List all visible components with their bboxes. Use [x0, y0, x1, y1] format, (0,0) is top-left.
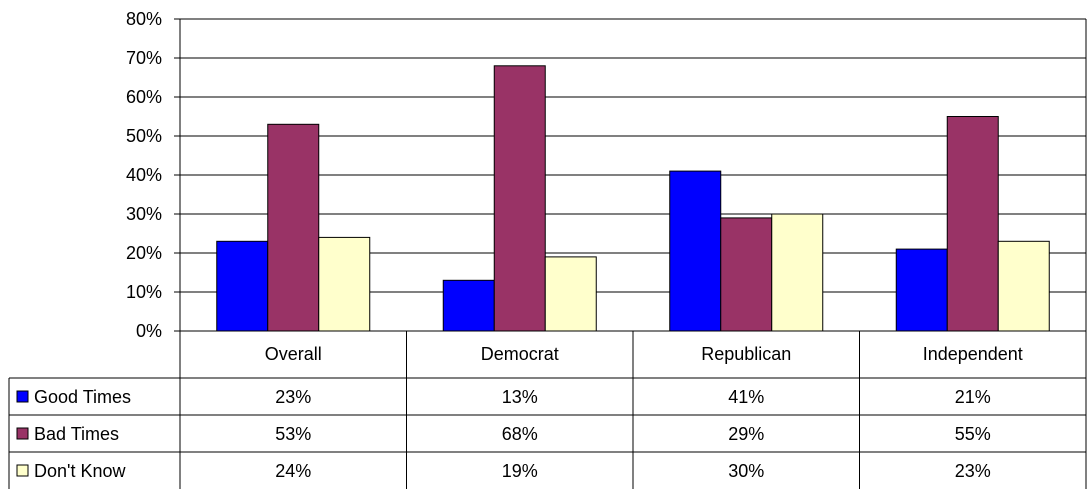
bar-good-times-independent	[895, 248, 948, 332]
data-label: 68%	[502, 424, 538, 444]
y-tick-label: 0%	[136, 321, 162, 341]
bar-bad-times-overall	[267, 123, 320, 332]
bar-don-t-know-independent	[997, 240, 1050, 332]
y-tick-label: 40%	[126, 165, 162, 185]
legend-swatch-bad-times	[16, 427, 29, 440]
y-tick-label: 50%	[126, 126, 162, 146]
data-label: 30%	[728, 461, 764, 481]
data-label: 13%	[502, 387, 538, 407]
bar-good-times-republican	[669, 170, 722, 332]
data-label: 21%	[955, 387, 991, 407]
y-tick-label: 20%	[126, 243, 162, 263]
data-label: 19%	[502, 461, 538, 481]
bar-good-times-overall	[216, 240, 269, 332]
y-tick-label: 70%	[126, 48, 162, 68]
series-label: Good Times	[34, 387, 131, 407]
series-label: Don't Know	[34, 461, 126, 481]
data-label: 24%	[275, 461, 311, 481]
bar-bad-times-republican	[720, 217, 773, 332]
data-label: 53%	[275, 424, 311, 444]
bar-don-t-know-overall	[318, 236, 371, 332]
series-label: Bad Times	[34, 424, 119, 444]
category-label: Overall	[265, 344, 322, 364]
y-tick-label: 80%	[126, 9, 162, 29]
y-tick-label: 10%	[126, 282, 162, 302]
bar-bad-times-independent	[946, 116, 999, 332]
category-label: Republican	[701, 344, 791, 364]
legend-swatch-good-times	[16, 390, 29, 403]
data-label: 23%	[275, 387, 311, 407]
bar-bad-times-democrat	[493, 65, 546, 332]
y-tick-label: 60%	[126, 87, 162, 107]
bar-don-t-know-republican	[771, 213, 824, 332]
data-label: 23%	[955, 461, 991, 481]
data-label: 55%	[955, 424, 991, 444]
data-label: 41%	[728, 387, 764, 407]
bar-don-t-know-democrat	[544, 256, 597, 332]
legend-swatch-don-t-know	[16, 464, 29, 477]
data-label: 29%	[728, 424, 764, 444]
category-label: Independent	[923, 344, 1023, 364]
category-label: Democrat	[481, 344, 559, 364]
y-tick-label: 30%	[126, 204, 162, 224]
bar-good-times-democrat	[442, 279, 495, 332]
